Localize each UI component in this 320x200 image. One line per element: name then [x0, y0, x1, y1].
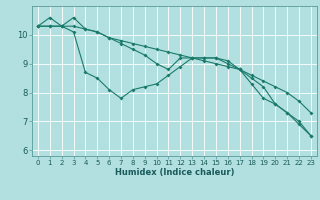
X-axis label: Humidex (Indice chaleur): Humidex (Indice chaleur) — [115, 168, 234, 177]
